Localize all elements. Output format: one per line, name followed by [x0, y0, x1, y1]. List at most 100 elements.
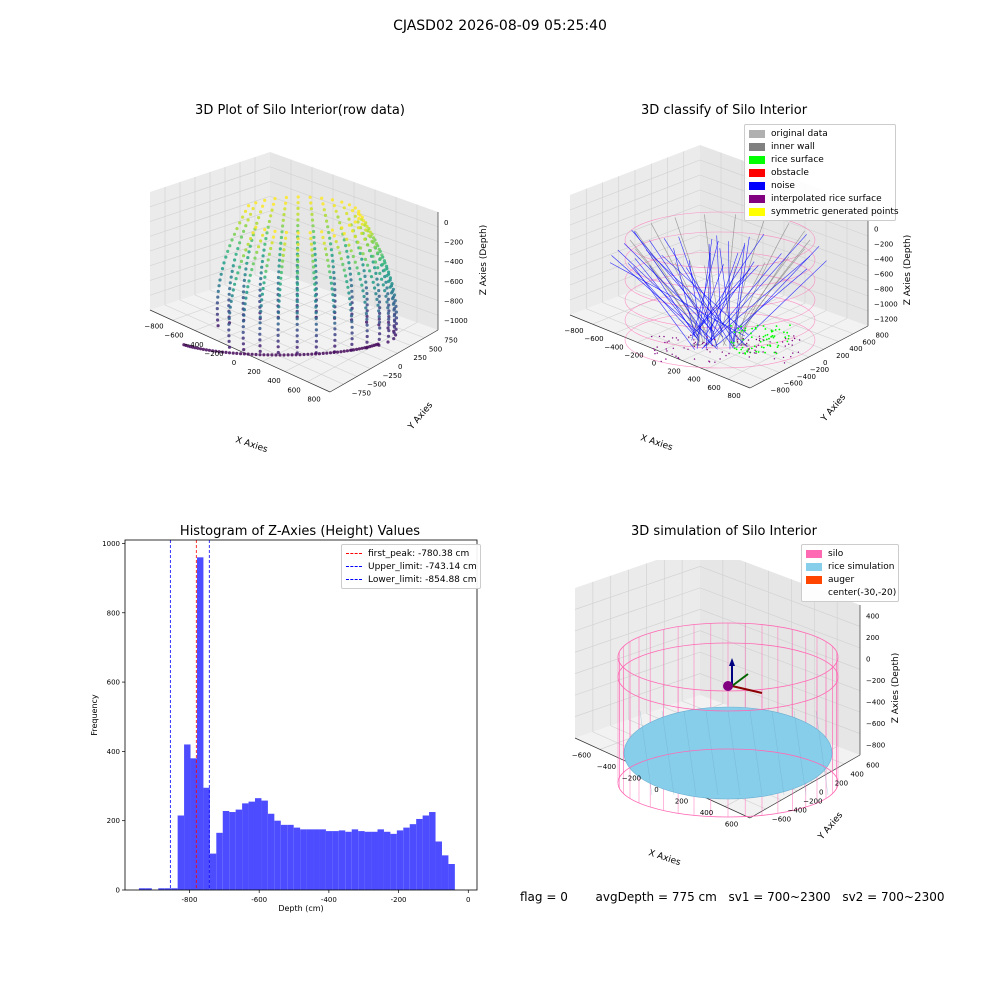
panel1-point: [258, 344, 262, 348]
histogram-bar: [203, 787, 210, 890]
panel1-point: [363, 300, 367, 304]
panel1-point: [244, 296, 248, 300]
panel2-plot: −800−600−400−2000200400600800−800−600−40…: [564, 145, 913, 453]
panel1-point: [238, 265, 242, 269]
panel1-point: [230, 269, 234, 273]
panel1-point: [333, 344, 337, 348]
panel2-interp-point: [758, 335, 761, 337]
panel1-point: [380, 277, 384, 281]
panel1-point: [257, 216, 261, 220]
panel1-point: [394, 316, 399, 320]
panel1-point: [262, 281, 266, 285]
panel1-point: [350, 337, 354, 341]
panel1-point: [373, 266, 377, 270]
panel1-point: [260, 292, 264, 296]
panel1-point: [269, 246, 273, 251]
panel2-interp-point: [793, 337, 796, 340]
panel1-point: [345, 280, 349, 284]
panel2-noise: [733, 236, 750, 346]
panel2-legend-label: rice surface: [771, 154, 824, 165]
panel2-y-tick: 0: [823, 359, 827, 367]
panel1-point: [332, 310, 336, 314]
panel2-interp-point: [742, 352, 744, 354]
panel1-point: [377, 317, 381, 321]
panel2-rice-point: [774, 329, 777, 331]
panel4-plot: −600−400−2000200400600−600−400−200020040…: [572, 560, 900, 868]
panel1-point: [367, 227, 371, 231]
panel4-z-tick: 400: [866, 613, 879, 621]
panel1-point: [392, 293, 397, 297]
panel1-point: [278, 253, 282, 257]
panel1-point: [231, 288, 235, 292]
panel2-floor-pane: [570, 265, 868, 388]
panel2-z-tick: −800: [874, 286, 893, 294]
panel1-title: 3D Plot of Silo Interior(row data): [195, 103, 405, 118]
panel2-legend-label: original data: [771, 128, 828, 139]
panel2-rice-point: [762, 325, 765, 327]
panel1-point: [276, 322, 280, 326]
panel1-point: [196, 346, 200, 350]
panel1-point: [279, 241, 283, 245]
panel2-legend-swatch: [749, 181, 765, 190]
panel1-point: [259, 277, 263, 281]
panel2-rice-point: [770, 335, 773, 338]
panel1-point: [227, 317, 231, 321]
histogram-bars: [138, 557, 455, 890]
panel1-point: [270, 208, 274, 212]
panel1-y-label: Y Axies: [406, 400, 435, 432]
panel1-point: [329, 242, 333, 246]
histogram-bar: [196, 557, 204, 890]
panel1-point: [244, 224, 248, 228]
histogram-bar: [171, 888, 178, 890]
panel2-z-label: Z Axies (Depth): [903, 235, 913, 306]
panel2-interp-point: [784, 345, 786, 347]
panel2-rice-point: [742, 338, 745, 341]
panel1-point: [234, 252, 238, 256]
panel1-point: [339, 350, 343, 354]
panel1-point: [333, 288, 337, 292]
panel1-point: [227, 351, 232, 355]
panel1-point: [386, 292, 390, 296]
panel1-point: [255, 250, 259, 254]
histogram-legend-item: first_peak: -780.38 cm: [346, 547, 476, 560]
panel1-point: [230, 294, 234, 298]
panel1-point: [262, 248, 266, 252]
panel1-point: [282, 248, 286, 252]
panel2-interp-point: [677, 339, 679, 341]
panel1-point: [260, 259, 264, 264]
panel1-point: [246, 218, 250, 222]
panel1-x-tick: −600: [164, 332, 183, 340]
panel1-point: [296, 242, 300, 246]
panel1-point: [233, 258, 237, 262]
panel2-interp-point: [790, 356, 792, 358]
panel1-y-tick: −250: [383, 372, 402, 380]
panel1-point: [215, 307, 219, 311]
panel1-point: [356, 226, 361, 230]
panel2-noise: [611, 255, 718, 350]
panel1-point: [353, 214, 357, 218]
panel2-interp-point: [656, 352, 658, 354]
panel1-point: [363, 346, 367, 350]
panel1-point: [260, 265, 264, 269]
histogram-bar: [383, 831, 391, 890]
panel1-point: [357, 347, 361, 351]
panel1-point: [336, 215, 340, 219]
panel1-point: [393, 319, 397, 323]
panel2-silo-ring: [624, 291, 816, 349]
panel1-point: [333, 333, 337, 337]
panel1-point: [358, 213, 362, 217]
histogram-x-tick: -200: [391, 896, 407, 904]
panel2-interp-point: [769, 341, 771, 343]
panel1-point: [362, 219, 366, 223]
panel2-inner-wall: [739, 223, 790, 346]
panel1-x-tick: −800: [144, 323, 163, 331]
panel2-rice-point: [762, 335, 765, 338]
panel1-point: [332, 315, 337, 320]
panel2-interp-point: [784, 337, 787, 340]
panel4-rice-mesh: [683, 710, 697, 796]
histogram-legend-line: [346, 579, 362, 580]
panel1-point: [258, 332, 262, 336]
panel2-x-tick: −200: [624, 351, 643, 359]
panel2-interp-point: [755, 338, 758, 341]
panel1-point: [243, 273, 247, 277]
